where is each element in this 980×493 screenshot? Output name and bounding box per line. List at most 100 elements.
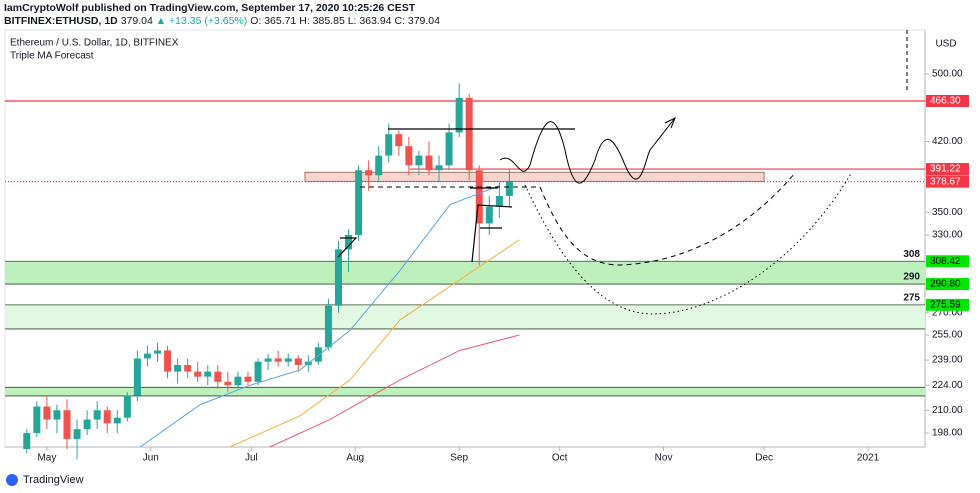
price-label-box [926,163,969,176]
price-label: 466.30 [930,96,961,107]
price-label: 275.59 [930,300,961,311]
last-price: 379.04 [120,15,153,27]
candle-body [63,410,71,439]
candle-body [425,155,433,171]
resistance-box [304,171,765,182]
symbol: BITFINEX:ETHUSD, 1D [4,15,118,27]
candle-body [324,305,332,348]
support-zone [5,387,925,396]
candle-body [405,146,413,166]
price-label-box [926,278,969,291]
candle-body [365,170,373,176]
candle-body [274,358,282,362]
x-tick-label: Jul [245,453,258,464]
flag-drawing [470,187,513,263]
y-tick-label: 224.00 [932,380,963,391]
candle-body [435,165,443,171]
candle-body [385,134,393,156]
x-tick-label: Aug [346,453,364,464]
price-label: 290.80 [930,279,961,290]
candle-body [33,406,41,434]
y-tick-label: 330.00 [932,230,963,241]
candle-body [445,132,453,166]
candle-body [83,419,91,430]
candle-body [264,358,272,362]
zone-label: 308 [903,249,920,260]
candle-body [214,371,222,382]
candle-body [254,361,262,382]
zone-label: 275 [903,293,920,304]
y-tick-label: 420.00 [932,136,963,147]
candle-body [43,406,51,420]
low: L: 363.94 [347,15,392,27]
moving-average [229,239,520,448]
candle-body [395,134,403,147]
close: C: 379.04 [394,15,440,27]
y-tick-label: 198.00 [932,428,963,439]
candle-body [113,417,121,424]
forecast-dashed [360,172,796,266]
candle-body [234,376,242,386]
price-label-box [926,255,969,268]
x-tick-label: Dec [755,453,773,464]
candle-body [345,235,353,250]
candle-body [284,358,292,362]
candle-body [415,155,423,166]
candle-body [133,358,141,396]
candle-body [375,155,383,176]
y-tick-label: 500.00 [932,69,963,80]
candle-body [174,364,182,372]
candle-body [495,195,503,207]
symbol-line: BITFINEX:ETHUSD, 1D 379.04 ▲ +13.35 (+3.… [4,15,440,27]
published-line: IamCryptoWolf published on TradingView.c… [4,2,416,14]
candle-body [244,376,252,382]
candle-body [153,350,161,354]
candle-body [73,429,81,439]
currency-label: USD [935,39,956,50]
candle-body [465,97,473,171]
drawings [337,30,908,315]
forecast-wave [499,117,676,184]
plot-frame [4,29,926,448]
y-tick-label: 239.00 [932,355,963,366]
price-label-box [926,298,969,311]
candle-body [314,347,322,362]
x-tick-label: Nov [655,453,673,464]
candle-body [143,353,151,359]
candle-body [294,358,302,365]
chart-subtitle: Triple MA Forecast [10,51,94,62]
candle-body [485,206,493,224]
x-tick-label: Jun [143,453,159,464]
candle-body [123,395,131,418]
y-tick-label: 350.00 [932,207,963,218]
price-label: 391.22 [930,164,961,175]
price-label-box [926,94,969,107]
candle-body [204,371,212,377]
price-label: 378.67 [930,176,961,187]
open: O: 365.71 [250,15,297,27]
candle-body [355,170,363,236]
high: H: 385.85 [299,15,345,27]
price-label: 308.42 [930,256,961,267]
trend-drawing [337,237,358,258]
x-tick-label: May [37,453,56,464]
chart-title: Ethereum / U.S. Dollar, 1D, BITFINEX [10,38,179,49]
candle-body [334,249,342,306]
candle-body [103,410,111,424]
candle-body [194,371,202,377]
change-value: +13.35 (+3.65%) [169,15,248,27]
x-tick-label: Oct [552,453,568,464]
forecast-dotted [524,171,853,315]
x-tick-label: Sep [450,453,468,464]
candle-body [505,181,513,196]
candle-body [53,410,61,420]
zone-label: 290 [903,272,920,283]
change: ▲ +13.35 (+3.65%) [155,15,248,27]
candle-body [93,410,101,420]
x-tick-label: 2021 [857,453,880,464]
y-tick-label: 270.00 [932,307,963,318]
logo-icon [6,474,18,486]
candle-body [184,364,192,372]
candle-body [23,433,31,450]
